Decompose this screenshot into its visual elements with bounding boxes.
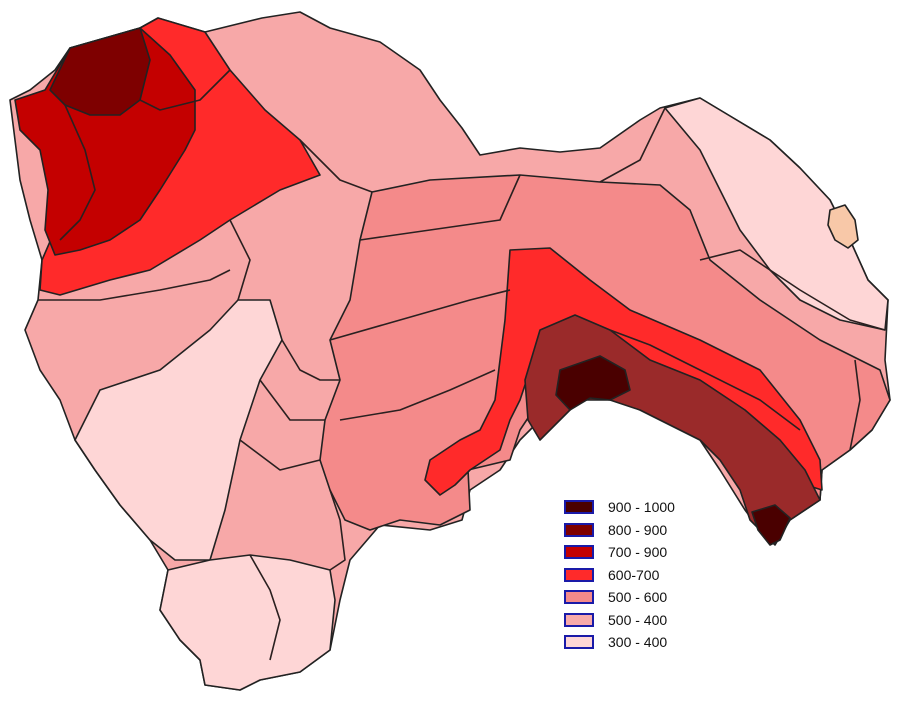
zone-900-1000-core — [555, 355, 631, 411]
legend-label: 700 - 900 — [608, 544, 668, 561]
legend: 900 - 1000 800 - 900 700 - 900 600-700 500 -… — [564, 496, 724, 654]
legend-item: 300 - 400 — [564, 631, 724, 654]
legend-item: 500 - 400 — [564, 609, 724, 632]
boundary-line — [609, 329, 801, 431]
boundary-line — [699, 249, 886, 331]
boundary-line — [599, 107, 666, 183]
boundary-line — [281, 339, 340, 381]
legend-item: 800 - 900 — [564, 519, 724, 542]
legend-item: 700 - 900 — [564, 541, 724, 564]
boundary-line — [239, 439, 321, 471]
legend-swatch — [564, 500, 594, 515]
legend-label: 500 - 400 — [608, 611, 668, 628]
zone-300-400-southwest — [74, 299, 283, 561]
boundary-line — [249, 554, 281, 661]
boundary-line — [299, 139, 373, 193]
legend-swatch — [564, 612, 594, 627]
boundary-line — [229, 219, 251, 301]
zone-300-400-east — [664, 97, 889, 331]
legend-label: 800 - 900 — [608, 521, 668, 538]
boundary-line — [329, 489, 346, 571]
boundary-line — [359, 174, 521, 241]
boundary-line — [329, 289, 511, 341]
legend-swatch — [564, 590, 594, 605]
legend-item: 600-700 — [564, 564, 724, 587]
legend-label: 500 - 600 — [608, 589, 668, 606]
legend-swatch — [564, 545, 594, 560]
boundary-line — [59, 104, 96, 241]
boundary-line — [38, 269, 231, 301]
legend-swatch — [564, 522, 594, 537]
boundary-line — [849, 359, 861, 451]
zone-800-900-northwest — [49, 27, 151, 116]
zone-small-east — [827, 204, 859, 249]
boundary-line — [339, 369, 496, 421]
zone-300-400-south — [159, 554, 336, 691]
boundary-line — [259, 379, 325, 421]
boundary-line — [139, 69, 231, 111]
legend-label: 300 - 400 — [608, 634, 668, 651]
legend-item: 900 - 1000 — [564, 496, 724, 519]
legend-swatch — [564, 635, 594, 650]
legend-label: 900 - 1000 — [608, 499, 675, 516]
legend-label: 600-700 — [608, 566, 660, 583]
zone-900-1000-tip — [751, 504, 791, 546]
legend-item: 500 - 600 — [564, 586, 724, 609]
legend-swatch — [564, 567, 594, 582]
